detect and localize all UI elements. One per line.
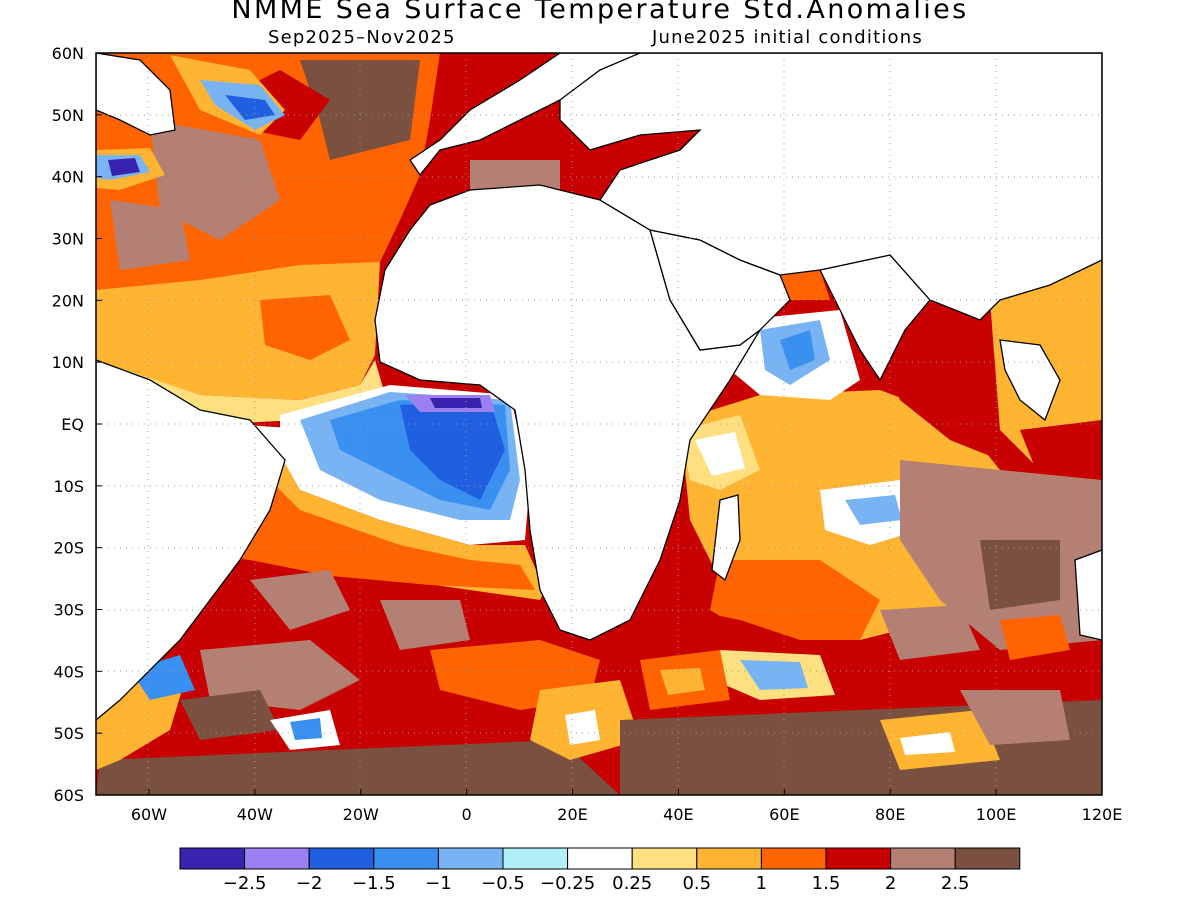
initial-conditions: June2025 initial conditions [652, 27, 923, 48]
lat-tick-label: 20N [52, 291, 84, 310]
lon-tick-label: 40E [663, 805, 693, 824]
southeast-asia-land [999, 339, 1061, 422]
lat-tick-label: 50N [52, 106, 84, 125]
lon-tick-label: 40W [237, 805, 273, 824]
europe-land [409, 53, 641, 177]
colorbar-swatch [696, 847, 762, 870]
colorbar-label: −1.5 [352, 873, 396, 894]
colorbar-swatch [631, 847, 698, 870]
longitude-axis: 60W 40W 20W 0 20E 40E 60E 80E 100E 120E [131, 789, 1122, 824]
colorbar: −2.5 −2 −1.5 −1 −0.5 −0.25 0.25 0.5 1 1.5 2 2.5 [179, 847, 1021, 894]
lat-tick-label: 50S [53, 724, 84, 743]
lat-tick-label: 40S [53, 662, 84, 681]
colorbar-label: −2.5 [223, 873, 267, 894]
lon-tick-label: 100E [976, 805, 1017, 824]
forecast-period: Sep2025–Nov2025 [268, 27, 456, 48]
colorbar-label: −1 [425, 873, 452, 894]
lat-tick-label: 30S [53, 601, 84, 620]
lon-tick-label: 20W [343, 805, 379, 824]
colorbar-label: 2.5 [941, 873, 970, 894]
lon-tick-label: 120E [1082, 805, 1123, 824]
lon-tick-label: 0 [462, 805, 472, 824]
lat-tick-label: EQ [61, 415, 84, 434]
lon-tick-label: 60W [131, 805, 167, 824]
australia-land [1074, 549, 1102, 641]
madagascar-land [711, 494, 741, 582]
colorbar-swatch [760, 847, 827, 870]
lat-tick-label: 20S [53, 539, 84, 558]
colorbar-label: 1 [756, 873, 767, 894]
colorbar-label: 2 [885, 873, 896, 894]
colorbar-label: 1.5 [812, 873, 841, 894]
latitude-axis: 60N 50N 40N 30N 20N 10N EQ 10S 20S 30S 40S 50S 60S [52, 44, 102, 805]
colorbar-label: 0.25 [612, 873, 652, 894]
lat-tick-label: 60N [52, 44, 84, 63]
lat-tick-label: 30N [52, 230, 84, 249]
north-america-land [96, 53, 176, 136]
colorbar-swatch [567, 847, 633, 870]
colorbar-swatch [308, 847, 375, 870]
colorbar-swatch [890, 847, 956, 870]
graticule [96, 53, 1102, 795]
lon-tick-label: 60E [769, 805, 799, 824]
colorbar-label: −0.25 [540, 873, 595, 894]
colorbar-swatch [179, 847, 246, 870]
colorbar-swatch [244, 847, 310, 870]
lat-tick-label: 60S [53, 786, 84, 805]
colorbar-swatch [954, 847, 1021, 870]
colorbar-swatch [825, 847, 892, 870]
lat-tick-label: 10N [52, 353, 84, 372]
colorbar-swatch [502, 847, 569, 870]
colorbar-swatch [437, 847, 504, 870]
south-america-land [96, 359, 286, 721]
lat-tick-label: 10S [53, 477, 84, 496]
lat-tick-label: 40N [52, 168, 84, 187]
colorbar-label: −2 [296, 873, 323, 894]
lon-tick-label: 80E [875, 805, 905, 824]
land-masses [96, 53, 1102, 721]
map-title: NMME Sea Surface Temperature Std.Anomali… [231, 0, 969, 25]
colorbar-swatch [373, 847, 439, 870]
colorbar-label: −0.5 [481, 873, 525, 894]
asia-land [559, 53, 1102, 321]
colorbar-label: 0.5 [682, 873, 711, 894]
lon-tick-label: 20E [557, 805, 587, 824]
